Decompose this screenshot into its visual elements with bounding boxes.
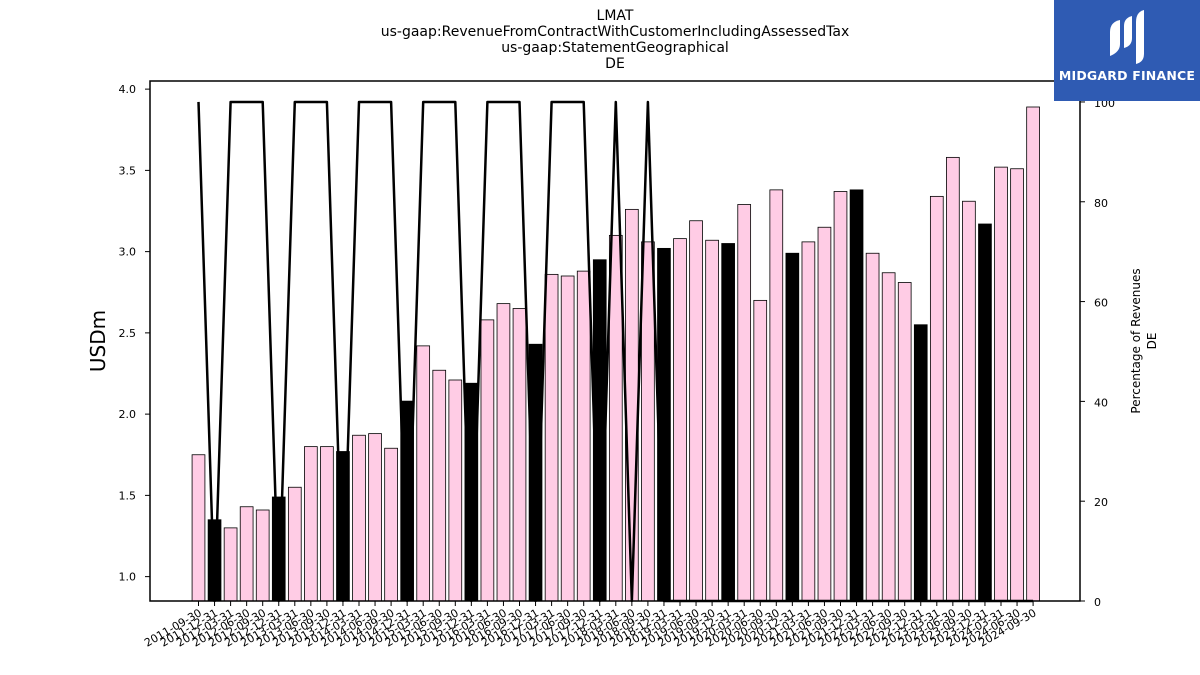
bar-quarterly [994,166,1008,602]
bar-quarterly [239,506,254,602]
title-line-2: us-gaap:RevenueFromContractWithCustomerI… [381,24,850,40]
y-tick-label-right: 0 [1094,596,1101,609]
brand-banner: MIDGARD FINANCE [1054,0,1200,101]
bar-annual [913,324,928,602]
bar-quarterly [448,379,463,602]
bar-quarterly [512,308,527,602]
title-line-3: us-gaap:StatementGeographical [501,40,729,56]
bar-quarterly [705,239,719,602]
bar-annual [785,252,800,602]
bar-quarterly [753,299,768,602]
bar-quarterly [801,241,816,602]
bar-quarterly [384,447,398,602]
bar-quarterly [368,433,382,602]
bar-quarterly [304,446,318,602]
bar-quarterly [673,238,687,602]
bar-quarterly [432,369,447,602]
bar-quarterly [625,208,639,602]
y-tick-label-left: 4.0 [119,83,137,96]
y-tick-label-right: 40 [1094,396,1108,409]
bar-quarterly [416,345,431,602]
bar-quarterly [865,252,880,602]
bar-quarterly [352,434,366,602]
bar-quarterly [320,446,334,602]
y2-label-line-1: Percentage of Revenues [1129,268,1143,413]
plot-frame [149,80,1081,602]
bar-quarterly [817,226,832,602]
y-tick-label-left: 3.5 [119,164,137,177]
bar-quarterly [689,220,703,602]
y-axis-label-left: USDm [86,310,110,372]
bar-quarterly [560,275,575,602]
bar-quarterly [255,509,270,602]
bar-annual [849,189,864,602]
bar-quarterly [929,195,944,602]
bar-quarterly [480,319,495,602]
y-tick-label-left: 1.5 [119,489,137,502]
y-tick-label-right: 60 [1094,297,1108,310]
midgard-logo-icon [1110,10,1144,64]
y-tick-label-left: 2.5 [119,327,137,340]
y-axis-label-right: Percentage of Revenues DE [1129,268,1159,413]
bar-quarterly [833,191,848,602]
bar-quarterly [576,270,591,602]
y-axis-left: 1.0 1.5 2.0 2.5 3.0 3.5 4.0 [119,83,150,584]
y-tick-label-left: 1.0 [119,571,137,584]
bar-quarterly [641,241,655,602]
bar-quarterly [223,527,238,602]
bar-quarterly [897,282,912,602]
bar-quarterly [962,200,976,602]
bar-quarterly [608,234,623,602]
title-line-4: DE [605,56,625,72]
bar-series [191,106,1040,602]
bar-quarterly [881,272,896,602]
bar-quarterly [191,454,206,602]
y-tick-label-right: 20 [1094,496,1108,509]
y-tick-label-left: 3.0 [119,246,137,259]
y-tick-label-right: 80 [1094,197,1108,210]
bar-quarterly [1026,106,1040,602]
bar-annual [978,223,992,602]
bar-quarterly [496,303,511,602]
title-line-1: LMAT [597,8,634,24]
bar-quarterly [769,189,784,602]
bar-quarterly [1010,168,1024,602]
y-tick-label-left: 2.0 [119,408,137,421]
x-axis: 2011-09-302011-12-312012-03-312012-06-30… [142,601,1039,650]
chart-title: LMAT us-gaap:RevenueFromContractWithCust… [381,8,850,72]
brand-name: MIDGARD FINANCE [1058,68,1196,83]
bar-quarterly [946,156,960,602]
bar-quarterly [737,204,752,602]
bar-quarterly [544,273,559,602]
y2-label-line-2: DE [1145,333,1159,350]
bar-quarterly [287,486,302,602]
bar-annual [721,243,735,602]
